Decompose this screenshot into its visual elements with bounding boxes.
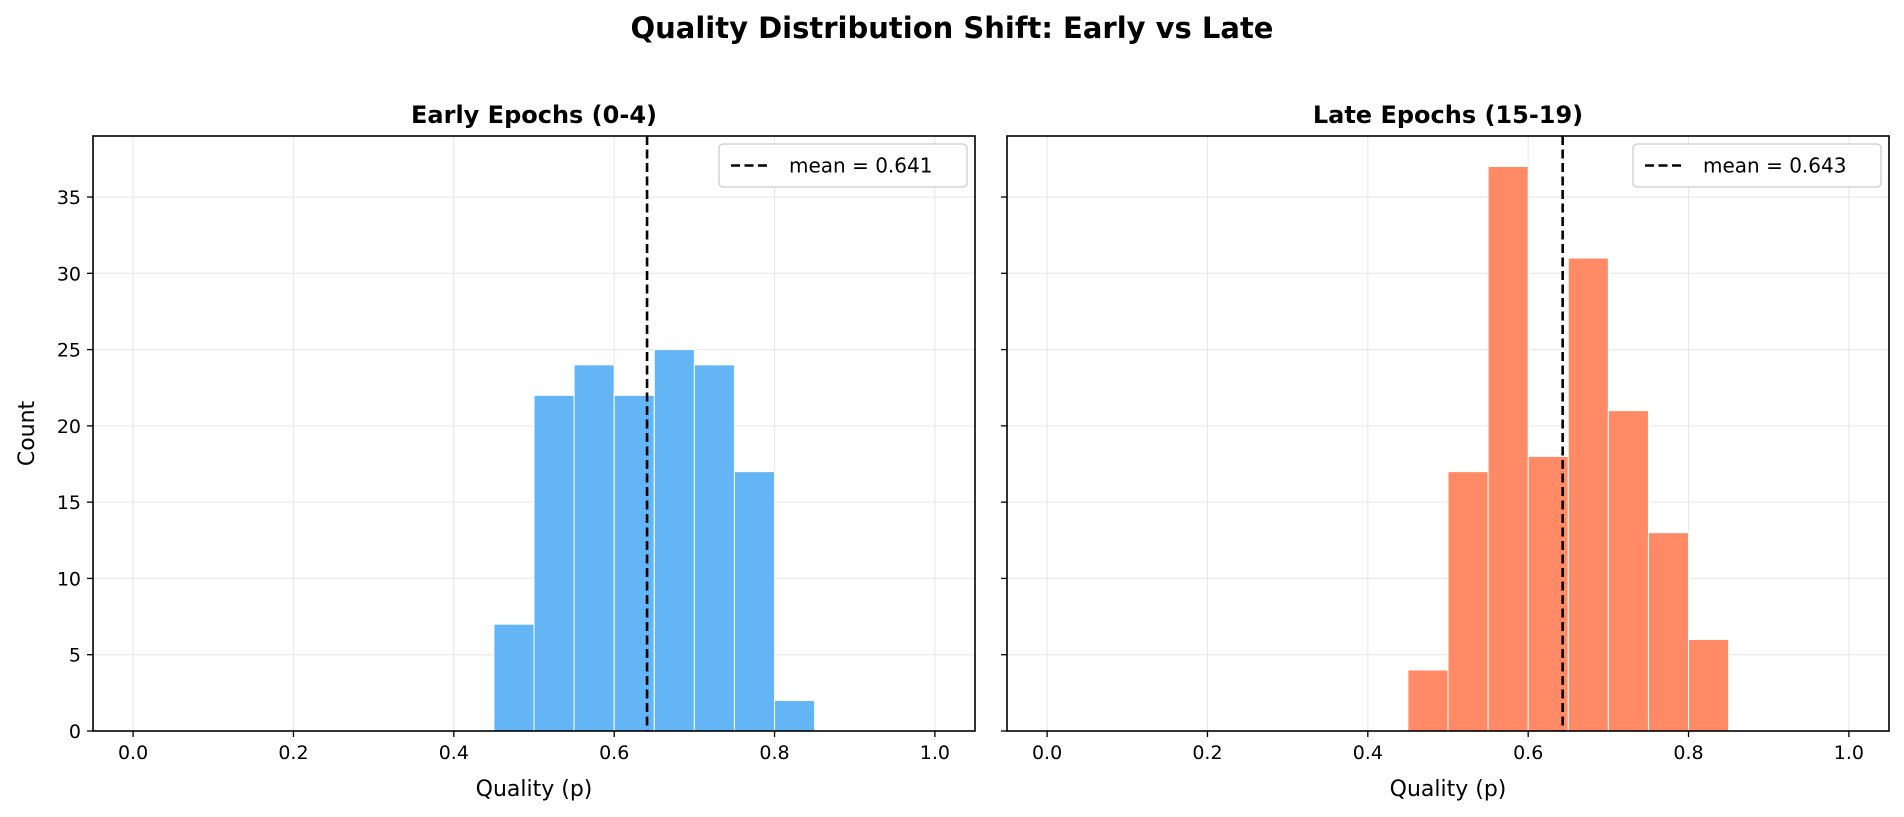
x-tick-label: 0.8 [759,742,789,764]
legend-box [718,143,968,188]
x-axis-label: Quality (p) [476,777,593,802]
y-tick-label: 25 [57,340,81,362]
legend: mean = 0.643 [1632,143,1882,188]
panel-title: Late Epochs (15-19) [1313,101,1583,129]
panel-title: Early Epochs (0-4) [411,101,657,129]
x-tick-label: 1.0 [1834,742,1864,764]
panel-2: 0.0 0.2 0.4 0.6 0.8 1.0 Late Epochs (15-19) Qua… [1001,101,1890,802]
histogram-bar [693,364,735,732]
legend-label: mean = 0.641 [789,154,932,178]
histogram-bar [1607,410,1649,732]
legend-box [1632,143,1882,188]
x-tick-label: 0.4 [1353,742,1383,764]
histogram-bar [653,349,695,732]
y-tick-label: 0 [69,721,81,743]
histogram-bar [1688,638,1730,732]
histogram-bar [774,699,816,732]
histogram-bar [1407,669,1449,732]
x-tick-label: 0.8 [1673,742,1703,764]
x-tick-label: 0.4 [439,742,469,764]
y-axis-label: Count [15,400,40,466]
histogram-bar [733,471,776,732]
y-tick-label: 5 [69,645,81,667]
histogram-bar [1487,166,1529,732]
y-tick-label: 15 [57,492,81,514]
legend-label: mean = 0.643 [1703,154,1846,178]
x-tick-label: 0.6 [1513,742,1543,764]
histogram-bar [1647,532,1690,732]
axes-frame [92,135,976,732]
histogram-bar [573,364,615,732]
legend: mean = 0.641 [718,143,968,188]
y-tick-label: 35 [57,187,81,209]
figure-title: Quality Distribution Shift: Early vs Lat… [631,11,1274,45]
y-tick-label: 10 [57,568,81,590]
panels: 0.0 0.2 0.4 0.6 0.8 1.0 0 5 10 15 20 25 30 35 Early Ep… [15,101,1890,802]
panel-1: 0.0 0.2 0.4 0.6 0.8 1.0 0 5 10 15 20 25 30 35 Early Ep… [15,101,976,802]
histogram-bar [1447,471,1489,732]
x-tick-label: 0.0 [118,742,148,764]
y-tick-label: 30 [57,263,81,285]
axes-frame [1006,135,1890,732]
x-axis-label: Quality (p) [1390,777,1507,802]
x-tick-label: 0.0 [1032,742,1062,764]
histogram-bar [1567,257,1609,732]
y-tick-label: 20 [57,416,81,438]
histogram-bar [533,394,575,732]
x-tick-label: 0.2 [278,742,308,764]
x-tick-label: 0.6 [599,742,629,764]
x-tick-label: 1.0 [920,742,950,764]
x-tick-label: 0.2 [1192,742,1222,764]
histogram-bar [493,623,535,732]
